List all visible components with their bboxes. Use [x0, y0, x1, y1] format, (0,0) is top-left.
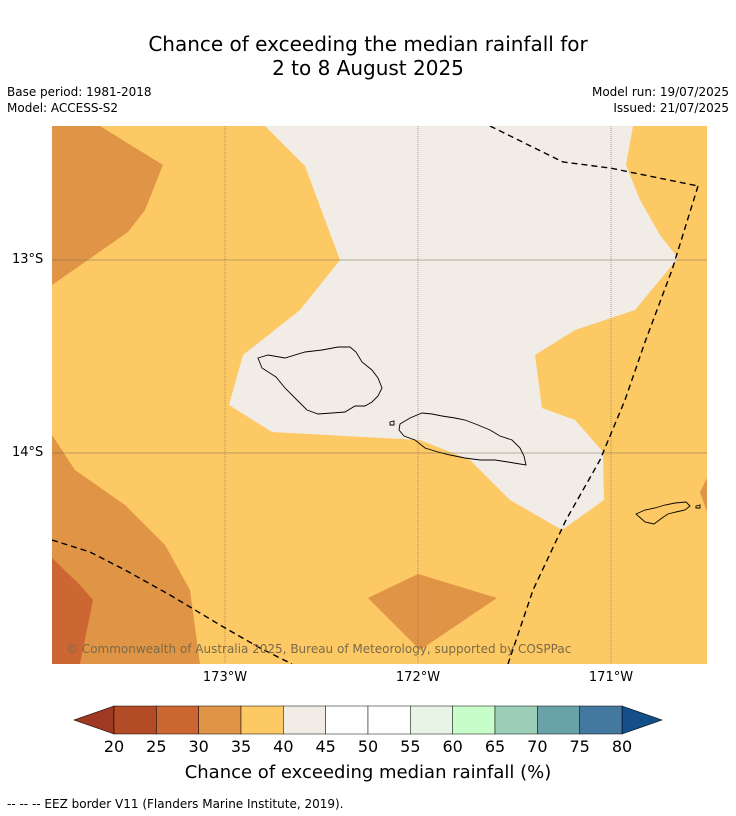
tutuila-island-coastline: [635, 501, 691, 525]
colorbar-cell: [283, 705, 326, 735]
category-30-35-region-nw: [52, 126, 163, 285]
colorbar-tick-label: 30: [188, 737, 209, 756]
colorbar-cell: [537, 705, 580, 735]
base-period-text: Base period: 1981-2018: [7, 85, 152, 99]
issued-text: Issued: 21/07/2025: [613, 101, 729, 115]
eez-border-north: [489, 126, 699, 187]
eez-border-east: [507, 185, 699, 664]
colorbar-cell: [452, 705, 496, 735]
colorbar-tick-label: 75: [569, 737, 590, 756]
coastlines: [257, 346, 701, 525]
colorbar-tick-label: 65: [484, 737, 506, 756]
colorbar-tick-label: 20: [103, 737, 125, 756]
colorbar-tick-label: 45: [315, 737, 336, 756]
lon-label-171w: 171°W: [588, 670, 634, 685]
colorbar-tick-label: 25: [146, 737, 167, 756]
map-title-line1: Chance of exceeding the median rainfall …: [148, 32, 588, 56]
colorbar-tick-label: 60: [442, 737, 463, 756]
colorbar-tick-label: 55: [400, 737, 421, 756]
map-title-line2: 2 to 8 August 2025: [272, 56, 464, 80]
lat-label-14s: 14°S: [12, 445, 44, 460]
colorbar-cell: [325, 705, 369, 735]
colorbar-cell: [113, 705, 157, 735]
colorbar-extend-high: [621, 705, 663, 735]
lon-label-173w: 173°W: [202, 670, 248, 685]
category-25-30-region-sw: [52, 558, 93, 664]
lon-label-172w: 172°W: [395, 670, 441, 685]
aunuu-island-coastline: [695, 504, 701, 509]
colorbar-extend-low: [73, 705, 115, 735]
copyright-text: © Commonwealth of Australia 2025, Bureau…: [66, 642, 571, 656]
colorbar-cell: [198, 705, 242, 735]
colorbar: [73, 705, 663, 735]
eez-footer-note: -- -- -- EEZ border V11 (Flanders Marine…: [7, 797, 344, 811]
colorbar-cell: [367, 705, 411, 735]
model-text: Model: ACCESS-S2: [7, 101, 119, 115]
category-30-35-region-east: [700, 478, 707, 512]
colorbar-cells: [113, 705, 623, 735]
colorbar-cell: [240, 705, 284, 735]
colorbar-cell: [579, 705, 623, 735]
category-40-45-region: [229, 126, 678, 530]
manono-island-coastline: [389, 420, 395, 426]
colorbar-tick-label: 35: [230, 737, 252, 756]
colorbar-tick-label: 70: [527, 737, 548, 756]
map-area: © Commonwealth of Australia 2025, Bureau…: [52, 126, 707, 664]
colorbar-cell: [494, 705, 538, 735]
lat-label-13s: 13°S: [12, 252, 44, 267]
gridlines: [52, 126, 707, 664]
colorbar-cell: [410, 705, 453, 735]
category-30-35-region-south: [368, 574, 497, 650]
colorbar-cell: [156, 705, 199, 735]
eez-border-southwest: [52, 539, 293, 664]
upolu-island-coastline: [398, 412, 527, 466]
colorbar-tick-label: 80: [611, 737, 633, 756]
colorbar-tick-label: 40: [273, 737, 294, 756]
savaii-island-coastline: [257, 346, 383, 415]
colorbar-tick-label: 50: [357, 737, 379, 756]
eez-borders: [52, 126, 699, 664]
colorbar-title: Chance of exceeding median rainfall (%): [184, 762, 552, 783]
model-run-text: Model run: 19/07/2025: [591, 85, 729, 99]
